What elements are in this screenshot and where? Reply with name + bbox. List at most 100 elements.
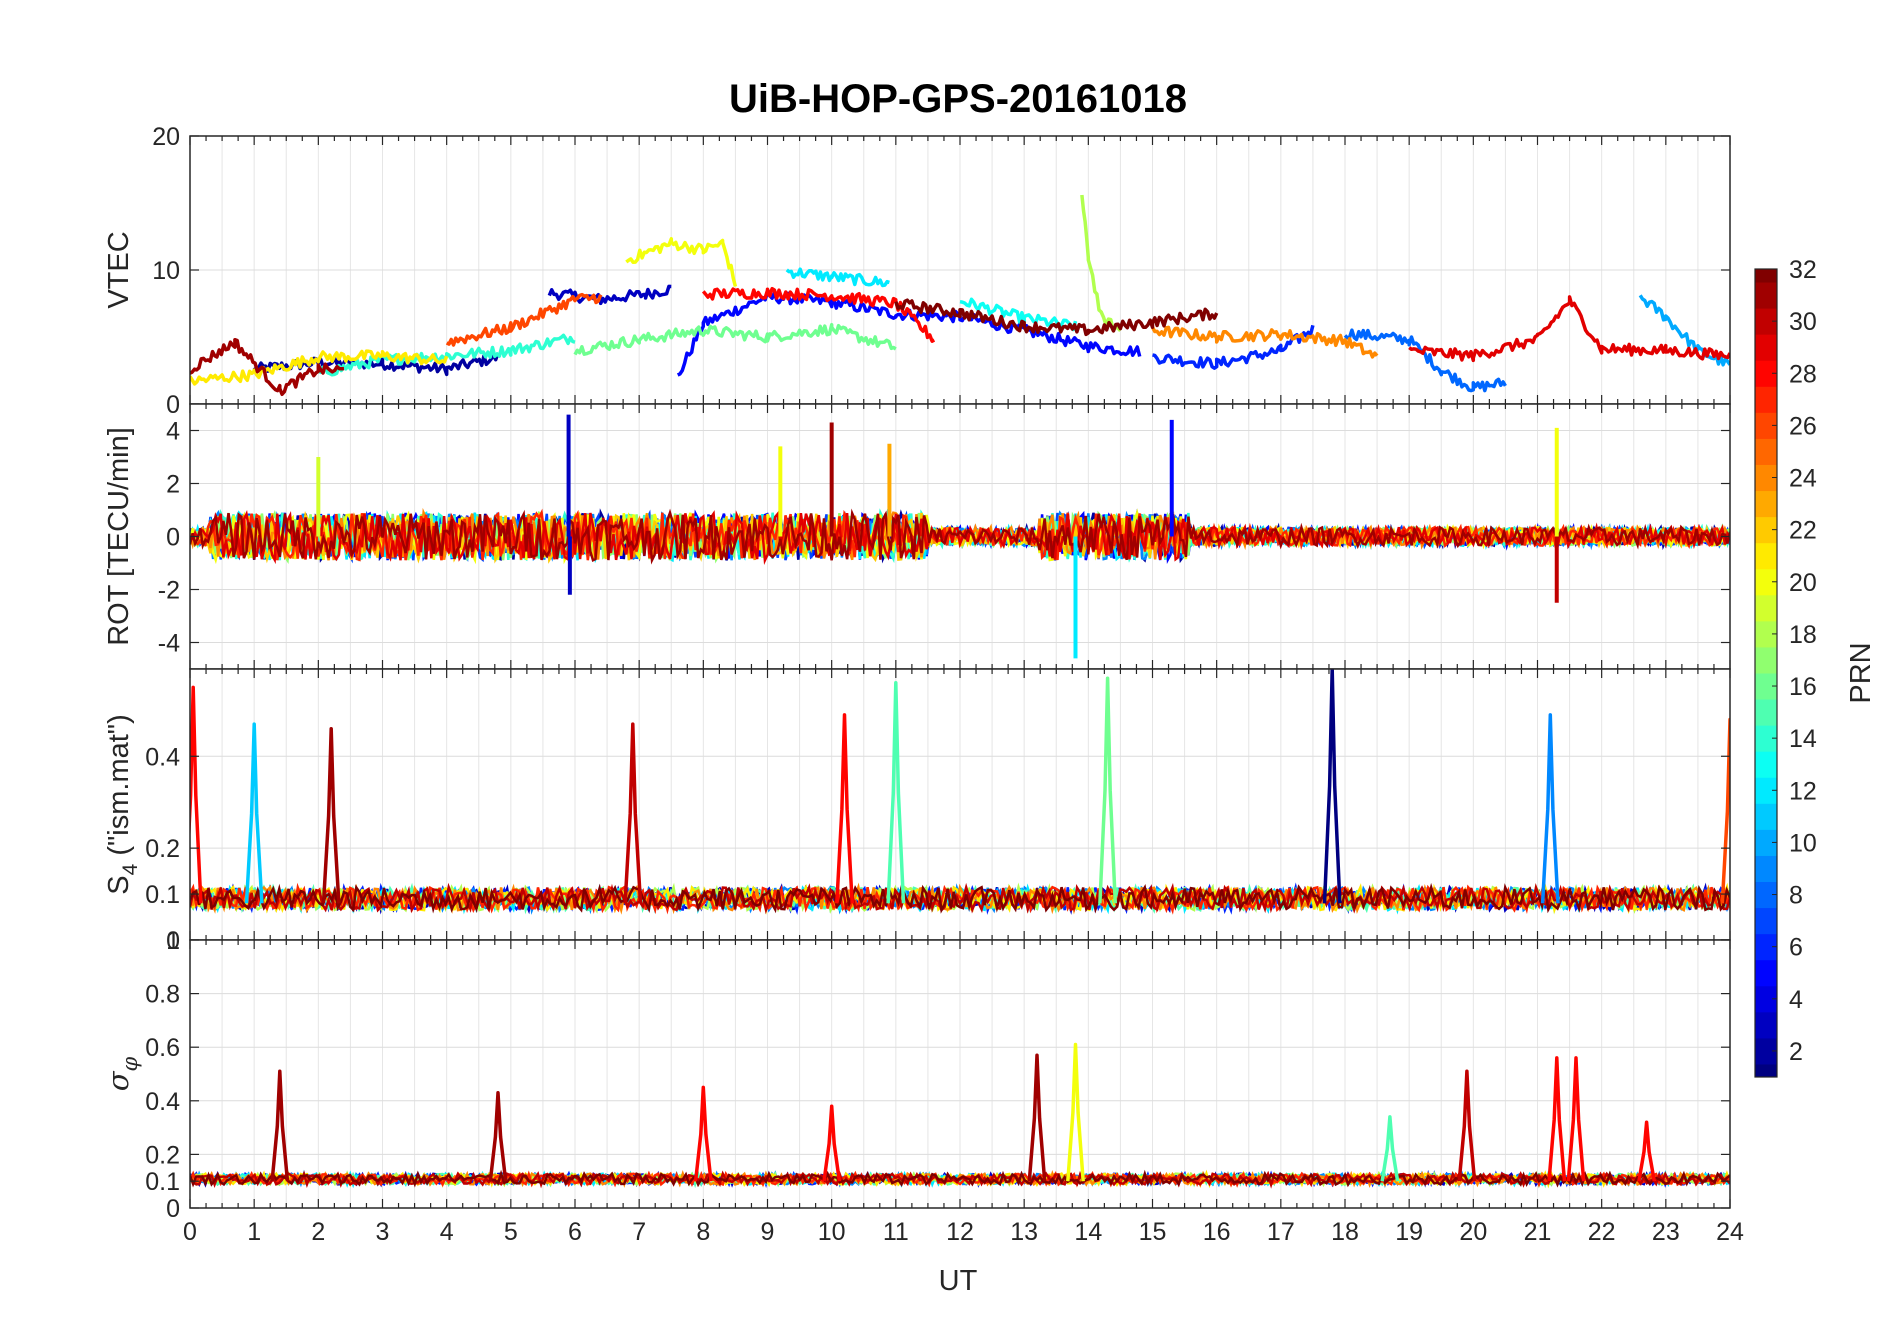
- x-tick-label: 6: [568, 1218, 582, 1246]
- panel-2: -4 -2 0 2 4 ROT [TECU/min]: [103, 403, 1731, 670]
- x-tick-label: 15: [1139, 1218, 1167, 1246]
- colorbar-band: [1755, 1037, 1777, 1065]
- x-tick-label: 2: [311, 1218, 325, 1246]
- baseline-series-prn-32: [190, 882, 1730, 914]
- vtec-series-prn-20: [625, 237, 738, 287]
- x-tick-label: 8: [696, 1218, 710, 1246]
- colorbar-band: [1755, 699, 1777, 726]
- x-tick-label: 19: [1395, 1218, 1423, 1246]
- colorbar-tick-label: 26: [1789, 412, 1817, 440]
- colorbar-tick-label: 30: [1789, 308, 1817, 336]
- peak-2: [321, 726, 341, 904]
- colorbar-tick-label: 16: [1789, 673, 1817, 701]
- y-axis-label: VTEC: [103, 231, 135, 308]
- x-tick-label: 17: [1267, 1218, 1295, 1246]
- data-layer: [190, 1042, 1730, 1189]
- colorbar-band: [1755, 334, 1777, 361]
- vtec-series-prn-3: [547, 284, 672, 306]
- colorbar-band: [1755, 360, 1777, 387]
- x-axis-label: UT: [939, 1265, 978, 1297]
- x-tick-label: 1: [247, 1218, 261, 1246]
- peak-1: [270, 1069, 290, 1182]
- colorbar-tick-label: 18: [1789, 621, 1817, 649]
- colorbar-band: [1755, 777, 1777, 804]
- colorbar-tick-label: 22: [1789, 517, 1817, 545]
- x-tick-label: 0: [183, 1218, 197, 1246]
- colorbar-band: [1755, 673, 1777, 700]
- colorbar-band: [1755, 829, 1777, 856]
- colorbar-tick-label: 32: [1789, 256, 1817, 284]
- peak-4: [623, 722, 643, 904]
- peak-3: [244, 722, 264, 904]
- y-axis-label: ROT [TECU/min]: [103, 427, 135, 646]
- y-tick-label: 0.8: [145, 981, 180, 1009]
- x-tick-label: 5: [504, 1218, 518, 1246]
- vtec-series-prn-21: [190, 349, 449, 386]
- y-axis-label: S4 ("ism.mat"): [103, 714, 142, 895]
- vtec-series-prn-24: [1150, 325, 1379, 359]
- peak-9: [1547, 1056, 1567, 1182]
- colorbar-tick-label: 2: [1789, 1038, 1803, 1066]
- x-tick-label: 24: [1716, 1218, 1744, 1246]
- x-tick-label: 9: [761, 1218, 775, 1246]
- peak-10: [1720, 717, 1730, 904]
- y-tick-label: 0: [166, 1195, 180, 1223]
- y-tick-label: 0: [166, 927, 180, 955]
- y-tick-label: 0.4: [145, 743, 180, 771]
- colorbar-band: [1755, 594, 1777, 622]
- colorbar-band: [1755, 751, 1777, 778]
- y-tick-label: -4: [158, 630, 180, 658]
- x-tick-label: 7: [632, 1218, 646, 1246]
- panel-3: 0 0.1 0.2 0.4S4 ("ism.mat"): [103, 668, 1731, 955]
- x-tick-label: 16: [1203, 1218, 1231, 1246]
- y-tick-label: 0.4: [145, 1088, 180, 1116]
- peak-7: [1380, 1115, 1400, 1182]
- peak-5: [1027, 1053, 1047, 1182]
- peak-9: [1540, 713, 1560, 904]
- colorbar-tick-label: 14: [1789, 725, 1817, 753]
- y-tick-labels: -4 -2 0 2 4: [158, 418, 1730, 658]
- colorbar-band: [1755, 568, 1777, 596]
- peak-11: [1637, 1120, 1657, 1182]
- colorbar-tick-label: 6: [1789, 934, 1803, 962]
- colorbar-band: [1755, 490, 1777, 518]
- peak-6: [1066, 1042, 1085, 1182]
- colorbar-tick-label: 10: [1789, 829, 1817, 857]
- y-tick-labels: 00.10.20.40.60.81: [145, 927, 1730, 1223]
- colorbar-band: [1755, 985, 1777, 1013]
- colorbar-band: [1755, 855, 1777, 883]
- colorbar-tick-label: 20: [1789, 569, 1817, 597]
- peak-5: [835, 713, 854, 904]
- x-ticks: [189, 136, 1731, 404]
- data-layer: [190, 669, 1730, 915]
- rot-series-prn-29: [190, 510, 1730, 565]
- x-tick-label: 23: [1652, 1218, 1680, 1246]
- colorbar-band: [1755, 933, 1777, 961]
- y-tick-label: 0: [166, 391, 180, 419]
- x-tick-label: 20: [1459, 1218, 1487, 1246]
- y-tick-label: 4: [166, 418, 180, 446]
- y-tick-label: -2: [158, 577, 180, 605]
- y-tick-label: 0.6: [145, 1034, 180, 1062]
- y-tick-label: 0.2: [145, 835, 180, 863]
- vtec-series-prn-32: [894, 298, 1219, 337]
- vtec-series-prn-28: [701, 286, 936, 343]
- vtec-series-prn-16: [573, 322, 897, 356]
- rot-series-prn-31: [190, 508, 1730, 565]
- colorbar-band: [1755, 542, 1777, 570]
- colorbar-band: [1755, 438, 1777, 465]
- colorbar-tick-label: 4: [1789, 986, 1803, 1014]
- colorbar-tick-label: 8: [1789, 882, 1803, 910]
- colorbar-band: [1755, 907, 1777, 935]
- vtec-series-prn-8: [1343, 328, 1507, 393]
- colorbar-tick-label: 12: [1789, 777, 1817, 805]
- colorbar-band: [1755, 412, 1777, 439]
- peak-3: [693, 1085, 713, 1182]
- chart-title: UiB-HOP-GPS-20161018: [729, 77, 1187, 121]
- colorbar-band: [1755, 620, 1777, 648]
- vtec-series-prn-13: [959, 297, 1078, 332]
- y-tick-label: 10: [152, 257, 180, 285]
- y-tick-labels: 0 0.1 0.2 0.4: [145, 743, 1730, 955]
